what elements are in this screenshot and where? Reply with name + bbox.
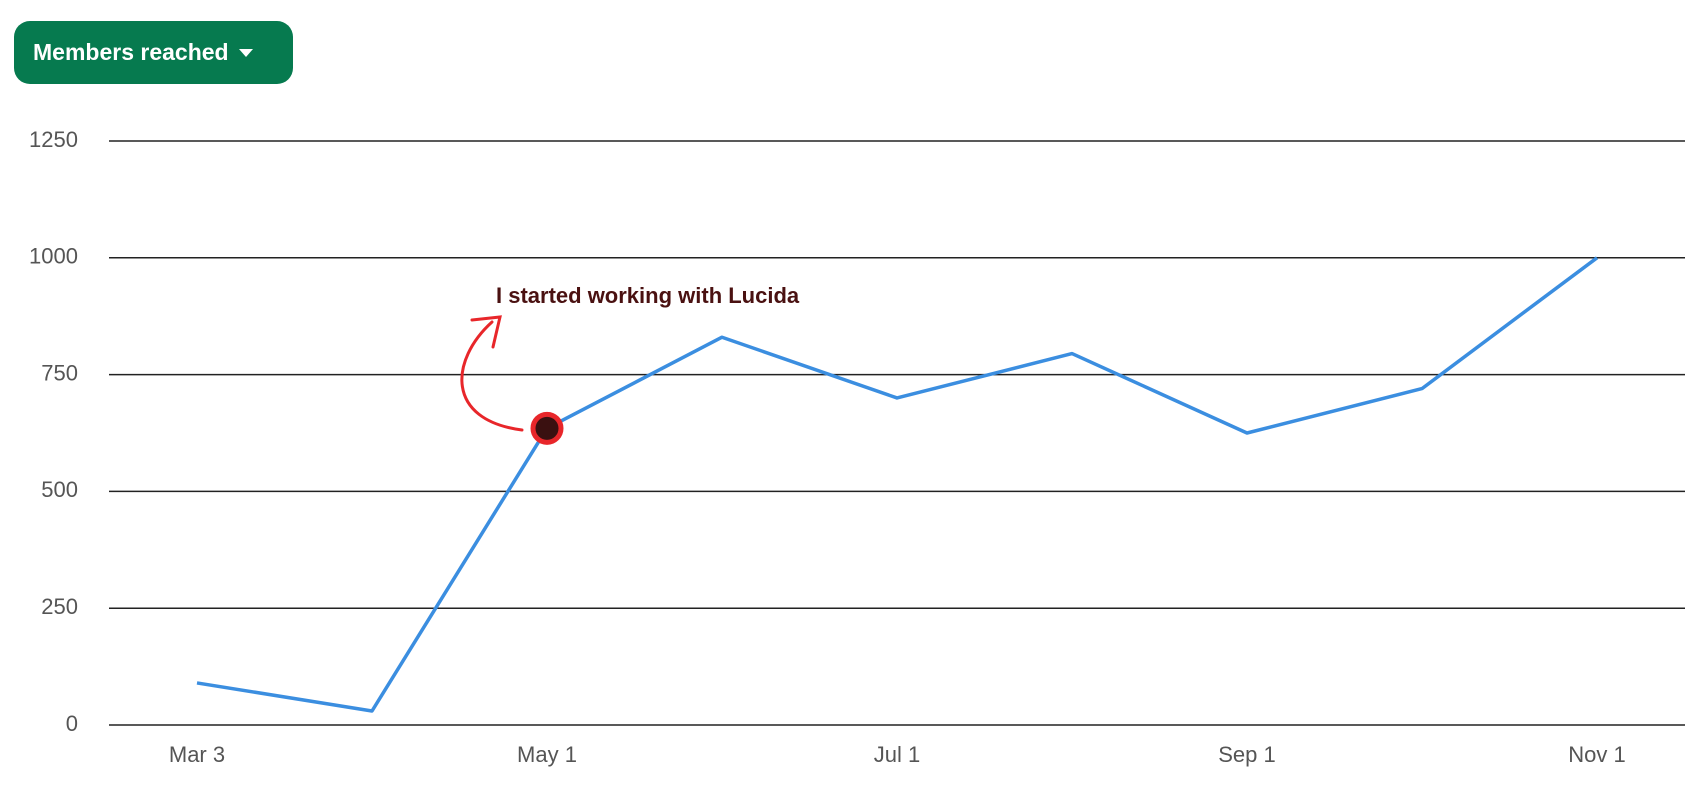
dropdown-label: Members reached xyxy=(33,39,229,65)
y-tick-label: 750 xyxy=(41,360,78,385)
x-tick-label: Mar 3 xyxy=(169,742,225,767)
annotation-arrow xyxy=(460,315,524,432)
annotation: I started working with Lucida xyxy=(496,283,800,308)
y-tick-label: 1250 xyxy=(29,127,78,152)
y-tick-label: 0 xyxy=(66,711,78,736)
line-series xyxy=(196,256,1599,713)
y-tick-label: 500 xyxy=(41,477,78,502)
x-tick-label: May 1 xyxy=(517,742,577,767)
x-tick-label: Jul 1 xyxy=(874,742,920,767)
y-tick-label: 1000 xyxy=(29,244,78,269)
y-tick-label: 250 xyxy=(41,594,78,619)
highlight-point xyxy=(530,411,564,445)
x-tick-label: Nov 1 xyxy=(1568,742,1625,767)
x-tick-label: Sep 1 xyxy=(1218,742,1276,767)
dropdown-caret xyxy=(238,48,253,57)
metric-dropdown[interactable]: Members reached xyxy=(14,21,293,84)
